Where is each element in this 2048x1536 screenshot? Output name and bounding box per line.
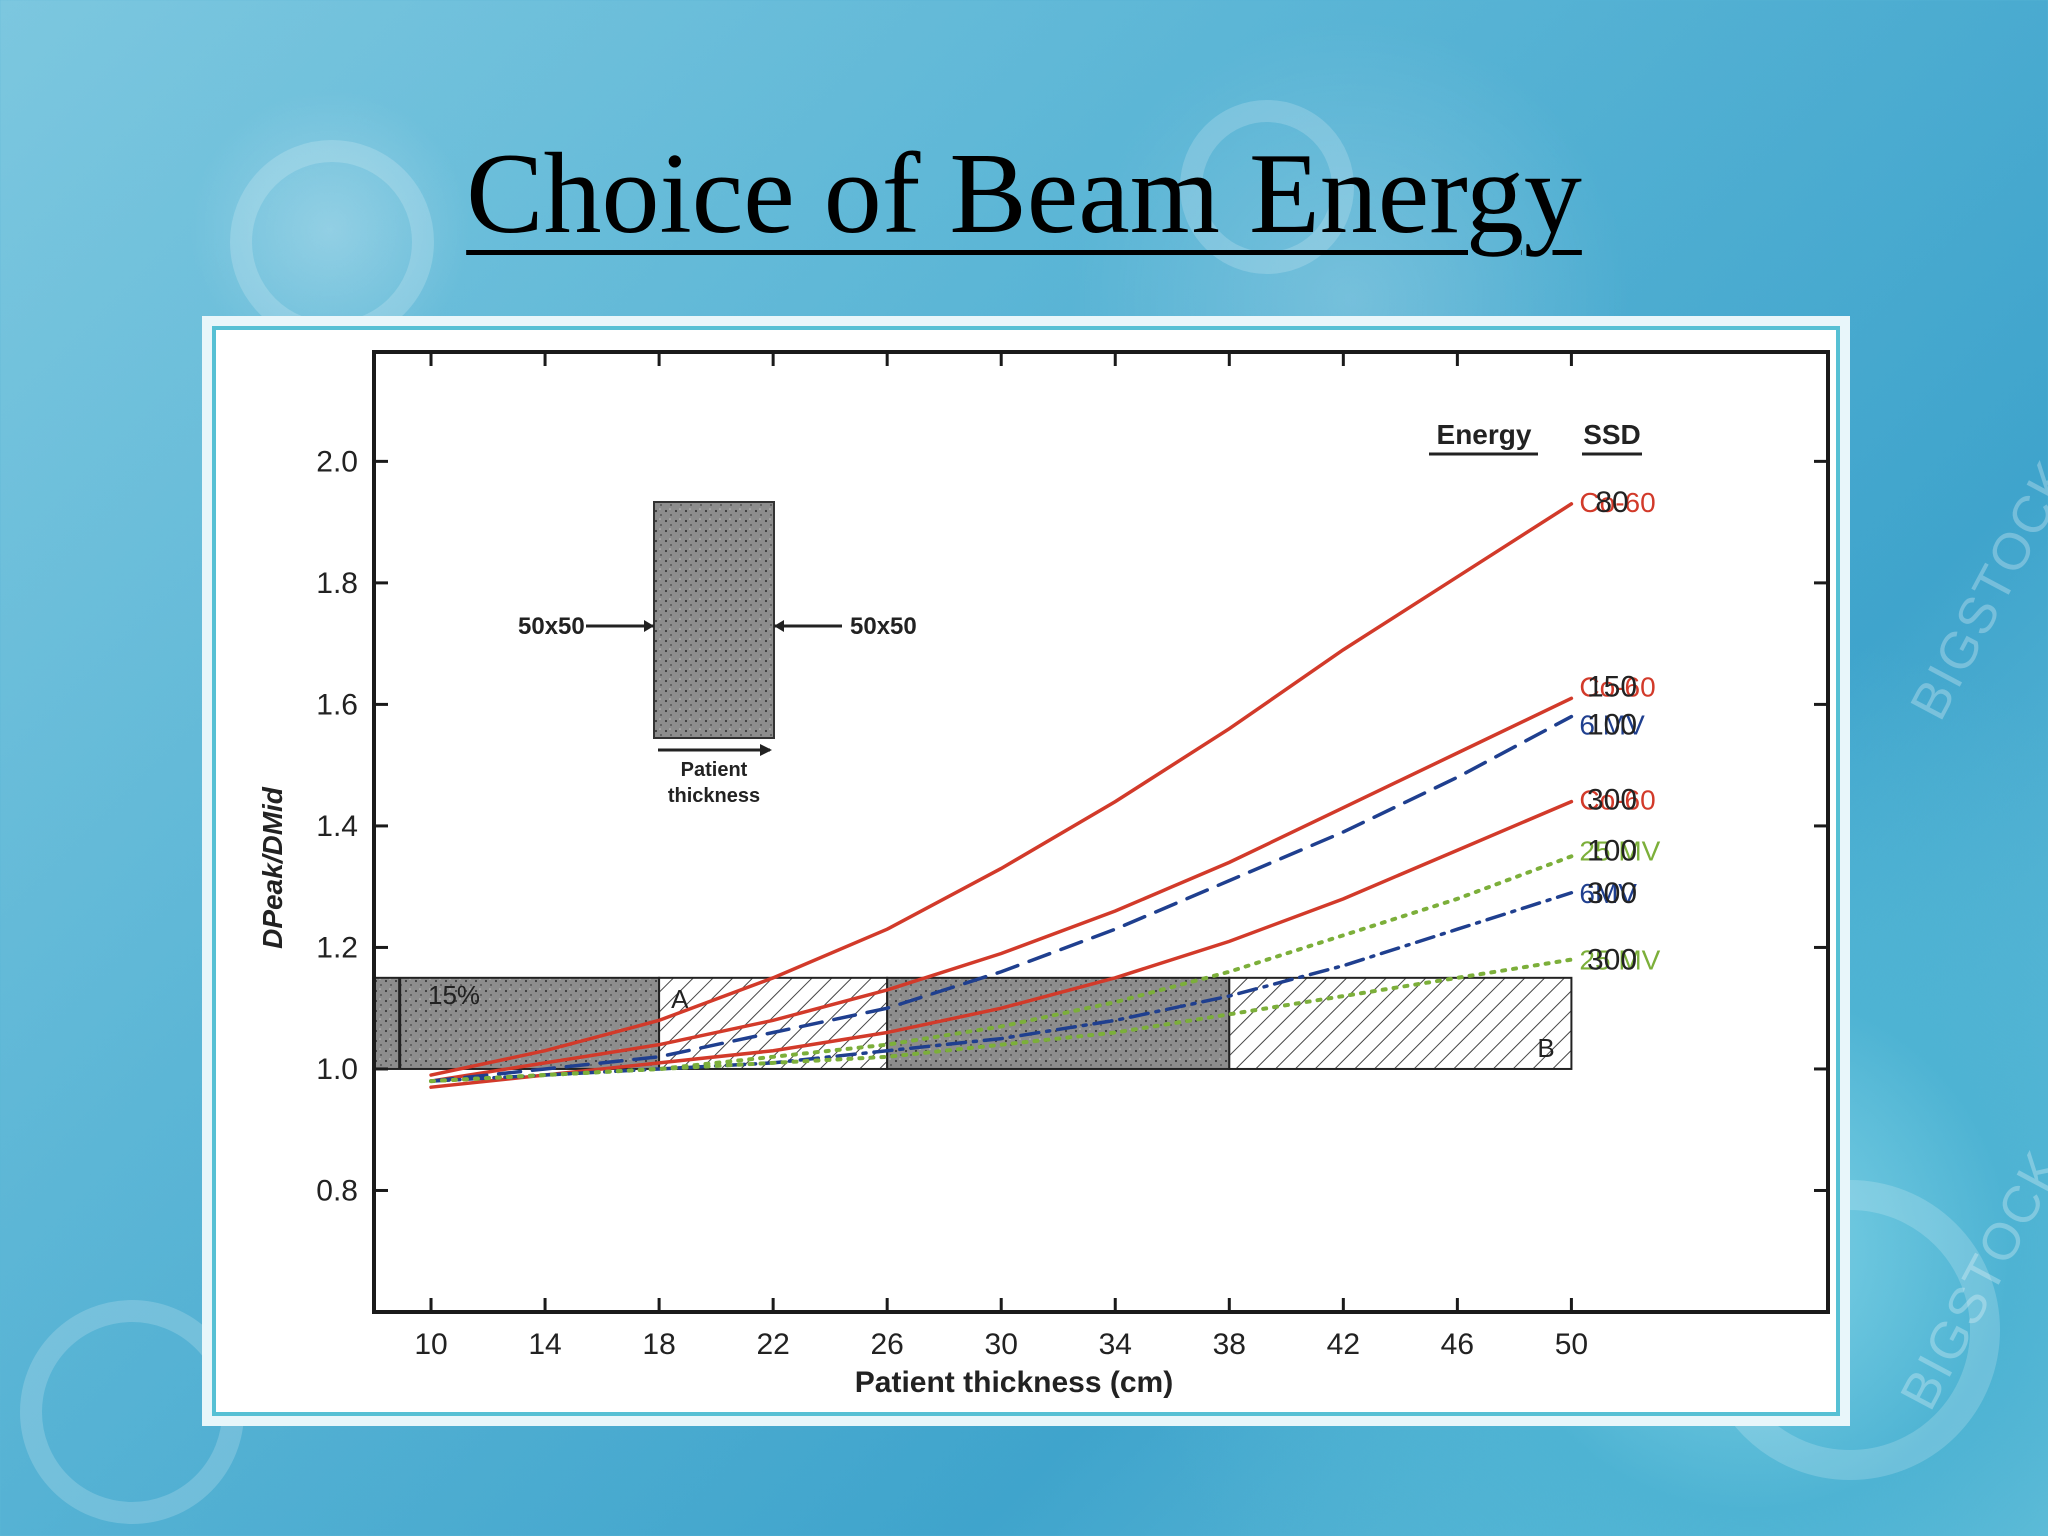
x-tick-label: 50 xyxy=(1555,1328,1588,1361)
series-line xyxy=(429,799,1574,1089)
legend-header-energy: Energy xyxy=(1437,419,1532,450)
series-ssd-label: 80 xyxy=(1595,486,1628,519)
x-tick-label: 46 xyxy=(1441,1328,1474,1361)
watermark: BIGSTOCK xyxy=(1899,451,2048,729)
series-energy-label: 25 MV xyxy=(1579,835,1660,866)
series-ssd-label: 300 xyxy=(1587,784,1637,817)
inset-caption-line2: thickness xyxy=(668,785,760,807)
beam-energy-chart: A B 10 14 18 22 26 30 34 38 42 46 50 0.8 1.0 1.2 1.4 1.6… xyxy=(257,350,1830,1399)
series-energy-label: 25 MV xyxy=(1579,945,1660,976)
series-ssd-label: 100 xyxy=(1587,709,1637,742)
shaded-region xyxy=(1228,976,1573,1070)
x-tick-label: 14 xyxy=(528,1328,561,1361)
inset-caption-line1: Patient xyxy=(681,759,748,781)
plot-frame xyxy=(372,350,1830,1314)
x-axis-label: Patient thickness (cm) xyxy=(855,1366,1173,1399)
inset-thickness-arrowhead xyxy=(760,744,772,756)
inset-right-arrowhead xyxy=(774,620,784,632)
series-ssd-label: 300 xyxy=(1587,944,1637,977)
y-tick-label: 1.8 xyxy=(316,567,358,600)
inset-diagram: 50x50 50x50 Patient thickness xyxy=(518,501,917,807)
y-tick-label: 1.0 xyxy=(316,1053,358,1086)
series-energy-label: Co-60 xyxy=(1579,487,1655,518)
series-energy-label: 6MV xyxy=(1579,878,1637,909)
series-line xyxy=(429,714,1574,1083)
inset-patient-block xyxy=(653,501,775,739)
inset-field-left: 50x50 xyxy=(518,613,585,640)
y-axis-label: DPeak/DMid xyxy=(257,786,288,949)
y-tick-label: 2.0 xyxy=(316,445,358,478)
region-label: B xyxy=(1537,1033,1554,1063)
region-label: A xyxy=(671,984,689,1014)
slide-title: Choice of Beam Energy xyxy=(0,128,2048,261)
x-tick-label: 34 xyxy=(1099,1328,1132,1361)
band-label: 15% xyxy=(428,980,480,1010)
series-line xyxy=(429,502,1574,1077)
inset-left-arrowhead xyxy=(644,620,654,632)
series-energy-label: Co-60 xyxy=(1579,785,1655,816)
slide-title-text: Choice of Beam Energy xyxy=(466,130,1582,258)
y-tick-label: 1.4 xyxy=(316,810,358,843)
legend-header-ssd: SSD xyxy=(1583,419,1641,450)
y-tick-label: 1.2 xyxy=(316,931,358,964)
series-line xyxy=(429,696,1574,1083)
x-tick-label: 10 xyxy=(414,1328,447,1361)
chart-figure: A B 10 14 18 22 26 30 34 38 42 46 50 0.8 1.0 1.2 1.4 1.6… xyxy=(202,316,1850,1426)
series-line xyxy=(429,957,1574,1084)
x-tick-label: 30 xyxy=(985,1328,1018,1361)
series-ssd-label: 300 xyxy=(1587,877,1637,910)
series-energy-label: 6 MV xyxy=(1579,710,1645,741)
series-energy-label: Co-60 xyxy=(1579,671,1655,702)
x-tick-label: 38 xyxy=(1213,1328,1246,1361)
series-ssd-label: 150 xyxy=(1587,670,1637,703)
inset-field-right: 50x50 xyxy=(850,613,917,640)
y-tick-label: 0.8 xyxy=(316,1174,358,1207)
y-tick-label: 1.6 xyxy=(316,688,358,721)
x-tick-label: 42 xyxy=(1327,1328,1360,1361)
x-tick-label: 22 xyxy=(756,1328,789,1361)
series-ssd-label: 100 xyxy=(1587,834,1637,867)
x-tick-label: 18 xyxy=(642,1328,675,1361)
x-tick-label: 26 xyxy=(870,1328,903,1361)
